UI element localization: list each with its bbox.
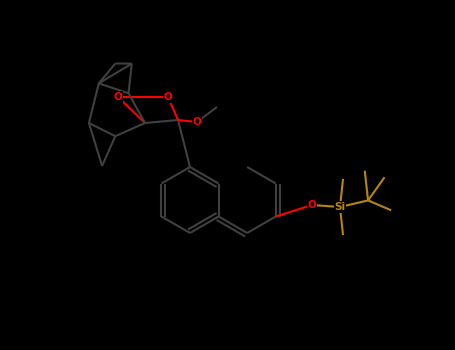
Text: O: O [164,92,172,102]
Text: O: O [192,117,202,127]
Text: Si: Si [334,202,345,212]
Text: O: O [308,200,316,210]
Text: O: O [114,92,122,102]
